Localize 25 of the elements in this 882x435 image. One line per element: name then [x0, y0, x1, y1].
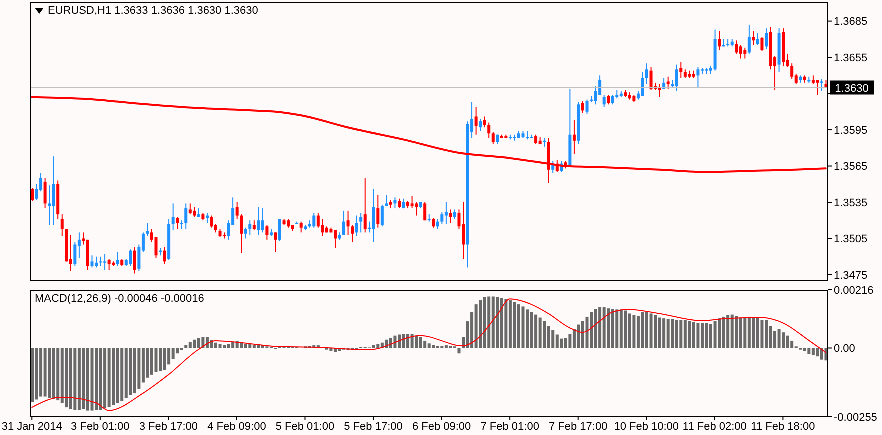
chart-title: MACD(12,26,9) -0.00046 -0.00016 [35, 293, 204, 305]
x-tick-label: 10 Feb 10:00 [614, 420, 680, 433]
y-tick-label: 1.3595 [834, 124, 868, 137]
y-tick-label: 0.00 [834, 343, 856, 356]
y-tick-label: -0.00255 [834, 412, 878, 424]
x-tick-label: 11 Feb 18:00 [751, 420, 816, 433]
y-tick-label: 1.3685 [834, 16, 868, 28]
x-tick-label: 11 Feb 02:00 [682, 420, 747, 433]
x-tick-label: 7 Feb 01:00 [480, 420, 540, 433]
chart-title: EURUSD,H1 1.3633 1.3636 1.3630 1.3630 [48, 5, 258, 17]
y-tick-label: 1.3655 [834, 52, 868, 64]
x-tick-label: 3 Feb 01:00 [71, 420, 130, 433]
x-tick-label: 5 Feb 01:00 [276, 420, 335, 433]
y-tick-label: 1.3565 [834, 161, 868, 174]
y-tick-label: 1.3505 [834, 234, 868, 246]
x-tick-label: 6 Feb 09:00 [412, 420, 472, 433]
x-tick-label: 3 Feb 17:00 [139, 420, 198, 433]
y-tick-label: 1.3535 [834, 197, 868, 210]
x-tick-label: 31 Jan 2014 [2, 420, 62, 433]
x-tick-label: 4 Feb 09:00 [208, 420, 266, 433]
x-tick-label: 5 Feb 17:00 [344, 420, 403, 433]
y-tick-label: 0.00216 [834, 284, 874, 297]
ref-line-label: 1.3630 [835, 82, 869, 95]
x-tick-label: 7 Feb 17:00 [549, 420, 608, 433]
y-tick-label: 1.3475 [834, 270, 868, 282]
